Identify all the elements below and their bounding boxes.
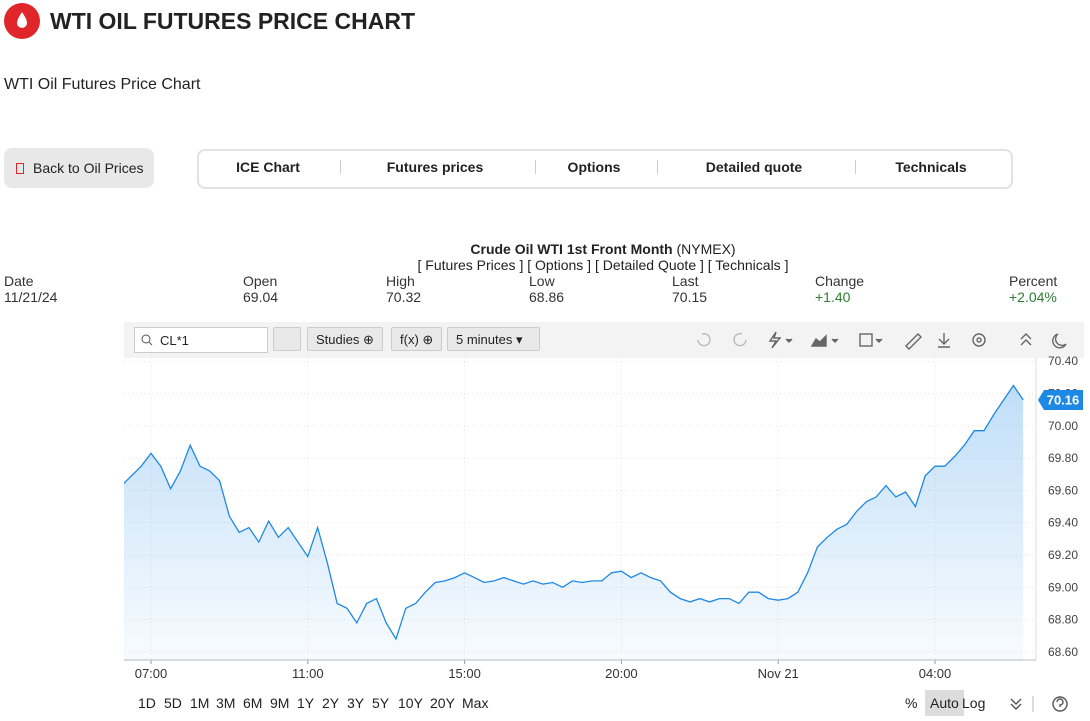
fx-button[interactable]: f(x) ⊕	[391, 327, 443, 351]
studies-button[interactable]: Studies ⊕	[307, 327, 383, 351]
interval-button[interactable]: 5 minutes ▾	[447, 327, 540, 351]
chart: 68.60 68.80 69.00 69.20 69.40 69.60 69.80 70.00…	[124, 355, 1083, 681]
link[interactable]: [ Options ]	[527, 257, 592, 273]
search-icon	[141, 334, 153, 346]
quote-heading: Crude Oil WTI 1st Front Month (NYMEX)	[0, 241, 1090, 257]
quote-label: Date	[4, 273, 34, 289]
tab-separator	[657, 160, 658, 174]
compare-button[interactable]	[273, 327, 301, 351]
tab-separator	[340, 160, 341, 174]
range-button[interactable]: 20Y	[430, 695, 455, 711]
back-button[interactable]: Back to Oil Prices	[4, 148, 154, 188]
tab[interactable]: Detailed quote	[705, 159, 803, 175]
y-tick-label: 69.60	[1048, 483, 1078, 497]
y-tick-label: 69.00	[1048, 580, 1078, 594]
quote-value: 69.04	[243, 289, 279, 305]
x-tick-label: Nov 21	[758, 666, 799, 681]
tab[interactable]: Futures prices	[386, 159, 484, 175]
y-tick-label: 68.80	[1048, 613, 1078, 627]
x-tick-label: 04:00	[919, 666, 952, 681]
quote-value: +2.04%	[1009, 289, 1057, 305]
toolbar: CL*1 Studies ⊕ f(x) ⊕ 5 minutes ▾	[124, 322, 1084, 358]
range-button[interactable]: 1D	[138, 695, 156, 711]
quote-label: Open	[243, 273, 278, 289]
range-button[interactable]: 10Y	[398, 695, 423, 711]
footer-icons	[1010, 696, 1068, 712]
quote-label: Percent	[1009, 273, 1058, 289]
tab-separator	[855, 160, 856, 174]
link[interactable]: [ Technicals ]	[707, 257, 789, 273]
quote-exchange: (NYMEX)	[676, 241, 736, 257]
interval-label: 5 minutes	[456, 332, 513, 347]
tab[interactable]: Options	[567, 159, 621, 175]
quote-value: 68.86	[529, 289, 565, 305]
y-tick-label: 69.20	[1048, 548, 1078, 562]
quote-label: Low	[529, 273, 555, 289]
range-button[interactable]: 1M	[190, 695, 210, 711]
y-tick-label: 68.60	[1048, 645, 1078, 659]
y-tick-label: 69.40	[1048, 516, 1078, 530]
scale-button[interactable]: Log	[962, 695, 986, 711]
tab-separator	[535, 160, 536, 174]
range-button[interactable]: 1Y	[297, 695, 315, 711]
range-button[interactable]: 9M	[270, 695, 290, 711]
back-icon	[16, 163, 24, 174]
quote-value: 70.15	[672, 289, 708, 305]
scale-button[interactable]: %	[905, 695, 918, 711]
logo	[4, 3, 40, 39]
range-button[interactable]: Max	[462, 695, 489, 711]
scale-button[interactable]: Auto	[925, 690, 964, 716]
symbol: CL*1	[160, 333, 189, 348]
range-button[interactable]: 3Y	[347, 695, 365, 711]
y-tick-label: 69.80	[1048, 451, 1078, 465]
range-button[interactable]: 2Y	[322, 695, 340, 711]
price-line	[124, 384, 1024, 641]
range-button[interactable]: 5D	[164, 695, 182, 711]
x-tick-label: 20:00	[605, 666, 638, 681]
quote-label: Change	[815, 273, 865, 289]
quote-value: +1.40	[815, 289, 851, 305]
quote-value: 11/21/24	[4, 289, 58, 305]
quote-label: High	[386, 273, 415, 289]
quote-links: [ Futures Prices ] [ Options ] [ Detaile…	[0, 257, 1090, 273]
tab[interactable]: ICE Chart	[236, 159, 300, 175]
back-label: Back to Oil Prices	[33, 160, 144, 176]
price-badge	[1038, 389, 1083, 410]
y-tick-label: 70.40	[1048, 355, 1078, 368]
symbol-box[interactable]: CL*1	[134, 327, 268, 353]
y-tick-label: 70.00	[1048, 419, 1078, 433]
x-tick-label: 11:00	[292, 666, 324, 681]
x-tick-label: 15:00	[448, 666, 481, 681]
link[interactable]: [ Detailed Quote ]	[594, 257, 704, 273]
studies-label: Studies	[316, 332, 360, 347]
range-button[interactable]: 6M	[243, 695, 263, 711]
x-tick-label: 07:00	[135, 666, 168, 681]
fx-label: f(x)	[400, 332, 419, 347]
tab[interactable]: Technicals	[895, 159, 967, 175]
link[interactable]: [ Futures Prices ]	[417, 257, 524, 273]
price-badge-label: 70.16	[1047, 392, 1080, 407]
toolbar-icons	[697, 331, 1067, 350]
range-button[interactable]: 3M	[216, 695, 236, 711]
quote-value: 70.32	[386, 289, 422, 305]
tab-bar	[197, 149, 1013, 189]
range-button[interactable]: 5Y	[372, 695, 390, 711]
page-title: WTI OIL FUTURES PRICE CHART	[50, 8, 416, 34]
plot	[124, 384, 1024, 660]
subtitle: WTI Oil Futures Price Chart	[4, 76, 201, 93]
quote-label: Last	[672, 273, 699, 289]
quote-title: Crude Oil WTI 1st Front Month	[470, 241, 673, 257]
